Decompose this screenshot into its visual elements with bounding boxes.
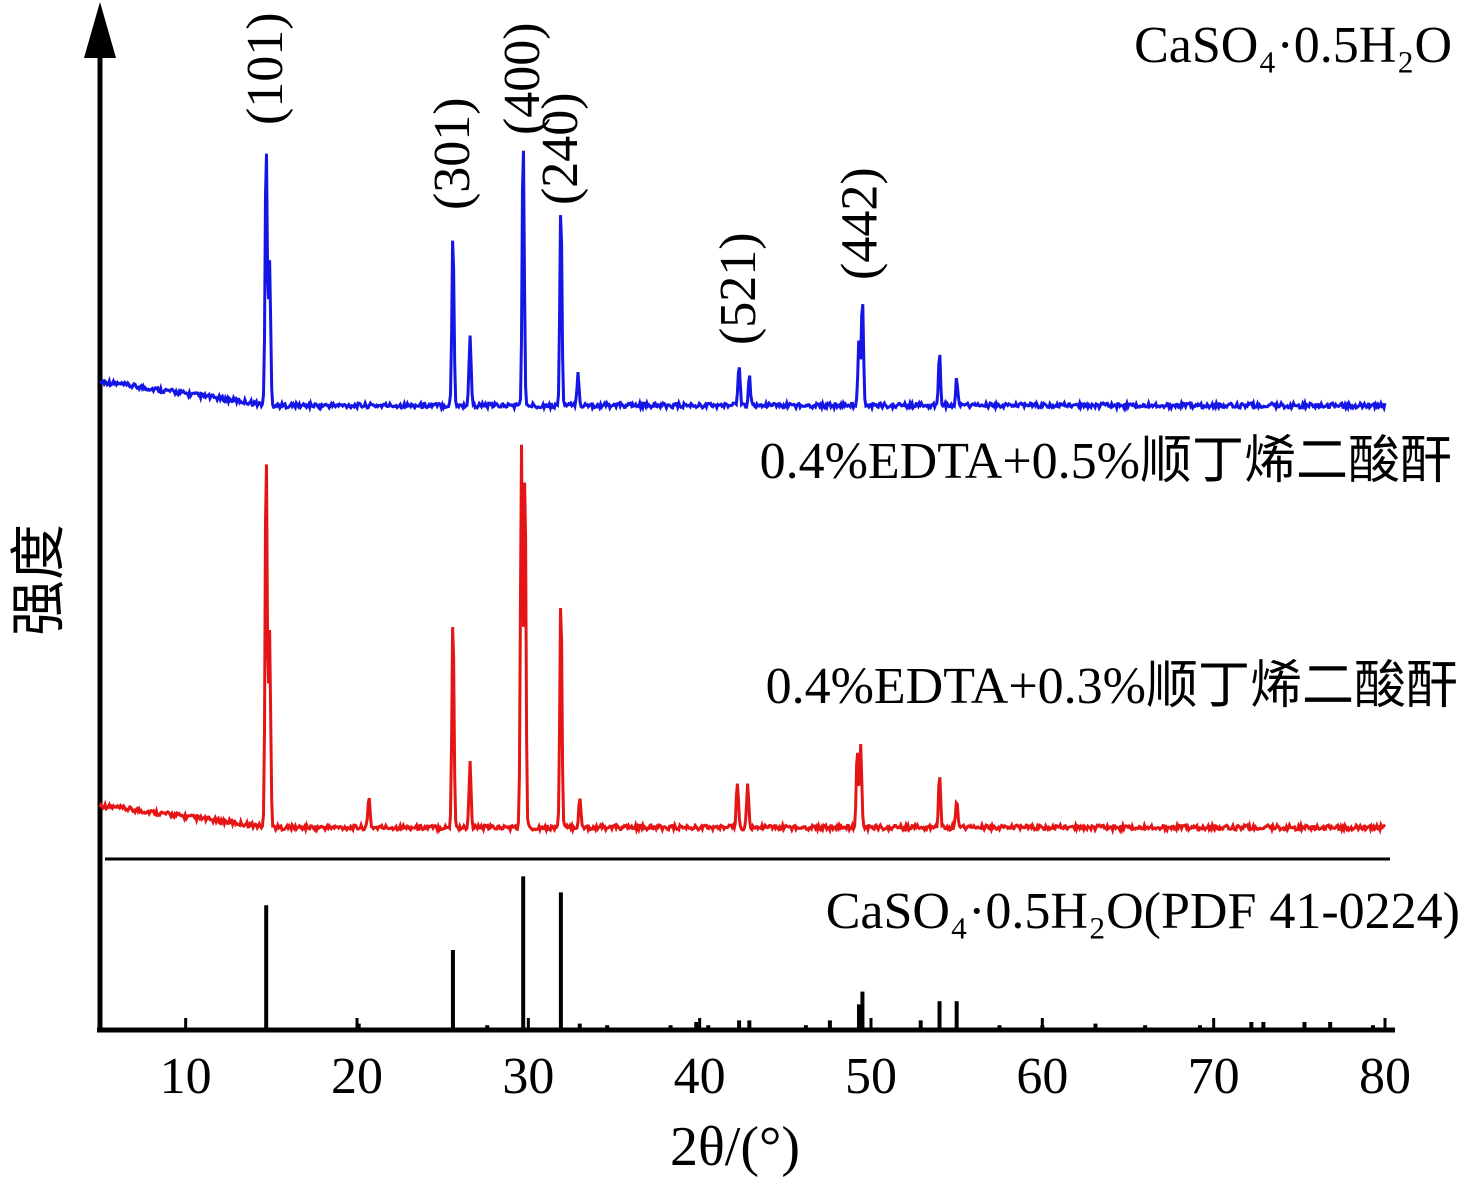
series-line-blue [98,150,1387,414]
series-line-red [98,444,1387,836]
y-axis-title: 强度 [7,524,72,636]
y-axis-arrow [84,2,116,58]
traces [98,150,1387,1030]
x-tick-label: 60 [1016,1048,1068,1105]
hkl-label: (101) [237,12,294,125]
x-axis-title: 2θ/(°) [670,1116,800,1178]
series-label-red-top: 0.4%EDTA+0.5%顺丁烯二酸酐 [760,433,1452,490]
x-tick-label: 50 [845,1048,897,1105]
x-tick-label: 30 [502,1048,554,1105]
hkl-label: (400) [494,22,551,135]
series-label-blue: CaSO₄·0.5H₂O [1134,17,1452,74]
x-tick-label: 40 [674,1048,726,1105]
hkl-label: (240) [532,92,589,205]
x-tick-label: 10 [160,1048,212,1105]
hkl-label: (301) [424,97,481,210]
x-axis-ticks: 10 20 30 40 50 60 70 80 [160,1018,1411,1105]
x-tick-label: 20 [331,1048,383,1105]
hkl-label: (521) [710,232,767,345]
series-label-reference: CaSO₄·0.5H₂O(PDF 41-0224) [826,883,1460,940]
hkl-label: (442) [832,167,889,280]
x-tick-label: 70 [1188,1048,1240,1105]
x-tick-label: 80 [1359,1048,1411,1105]
hkl-labels: (101) (301)(400)(240) (521) (442) [237,12,889,345]
series-label-red-bottom: 0.4%EDTA+0.3%顺丁烯二酸酐 [766,658,1458,715]
